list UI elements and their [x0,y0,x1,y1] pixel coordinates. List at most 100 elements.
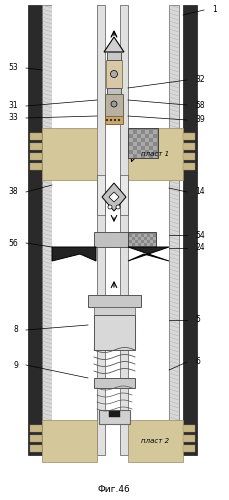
Text: 1: 1 [212,6,217,15]
Bar [128,128,183,180]
Bar [42,5,52,455]
Bar [52,5,169,455]
Text: Фиг.46: Фиг.46 [98,486,130,494]
Bar [99,410,130,424]
Bar [138,234,141,237]
Bar [141,243,144,246]
Bar [97,175,105,215]
Bar [141,150,145,154]
Bar [150,240,153,243]
Bar [129,130,133,134]
Polygon shape [104,37,124,52]
Circle shape [111,70,117,78]
Bar [137,138,141,142]
Circle shape [116,205,120,209]
Bar [153,237,156,240]
Text: пласт 1: пласт 1 [141,151,169,157]
Bar [183,435,195,442]
Text: 53: 53 [8,64,18,72]
Bar [106,60,122,88]
Bar [153,146,157,150]
Bar [153,138,157,142]
Bar [135,237,138,240]
Bar [138,240,141,243]
Bar [141,134,145,138]
Text: 5: 5 [195,316,200,324]
Bar [132,234,135,237]
Bar [107,88,121,94]
Text: 56: 56 [8,238,18,248]
Bar [120,5,128,455]
Polygon shape [109,192,119,202]
Bar [169,5,179,455]
Text: пласт 2: пласт 2 [141,438,169,444]
Bar [145,130,149,134]
Text: 38: 38 [8,188,18,196]
Bar [107,52,121,60]
Bar [135,243,138,246]
Text: 32: 32 [195,76,205,84]
Circle shape [106,119,108,121]
Circle shape [110,119,112,121]
Polygon shape [102,183,126,211]
Text: 8: 8 [13,326,18,334]
Bar [30,143,42,150]
Text: 58: 58 [195,100,205,110]
Text: 31: 31 [8,102,18,110]
Bar [137,154,141,158]
Text: 39: 39 [195,116,205,124]
Bar [141,237,144,240]
Bar [128,128,158,158]
Bar [88,295,141,307]
Bar [183,425,195,432]
Bar [153,243,156,246]
Bar [149,150,153,154]
Bar [144,234,147,237]
Bar [150,234,153,237]
Bar [137,146,141,150]
Text: 9: 9 [13,360,18,370]
Circle shape [111,101,117,107]
Text: 33: 33 [8,114,18,122]
Bar [30,445,42,452]
Text: 6: 6 [195,358,200,366]
Bar [129,154,133,158]
Bar [183,163,195,170]
Bar [149,134,153,138]
Bar [129,243,132,246]
Bar [128,232,156,247]
Bar [97,5,105,455]
Bar [147,243,150,246]
Bar [183,143,195,150]
Text: 24: 24 [195,244,205,252]
Bar [120,175,128,215]
Bar [129,237,132,240]
Bar [94,378,135,388]
Bar [42,420,97,462]
Polygon shape [52,247,96,261]
Bar [109,411,120,417]
Text: 54: 54 [195,230,205,239]
Bar [30,435,42,442]
Bar [145,138,149,142]
Bar [147,237,150,240]
Bar [42,128,97,180]
Bar [144,240,147,243]
Polygon shape [128,247,169,261]
Bar [133,134,137,138]
Bar [183,5,197,455]
Bar [94,315,135,350]
Circle shape [108,205,112,209]
Bar [183,153,195,160]
Bar [128,420,183,462]
Bar [133,142,137,146]
Bar [28,5,42,455]
Bar [94,232,135,247]
Bar [183,445,195,452]
Bar [30,163,42,170]
Bar [141,142,145,146]
Bar [94,307,135,315]
Bar [30,153,42,160]
Bar [129,138,133,142]
Bar [132,240,135,243]
